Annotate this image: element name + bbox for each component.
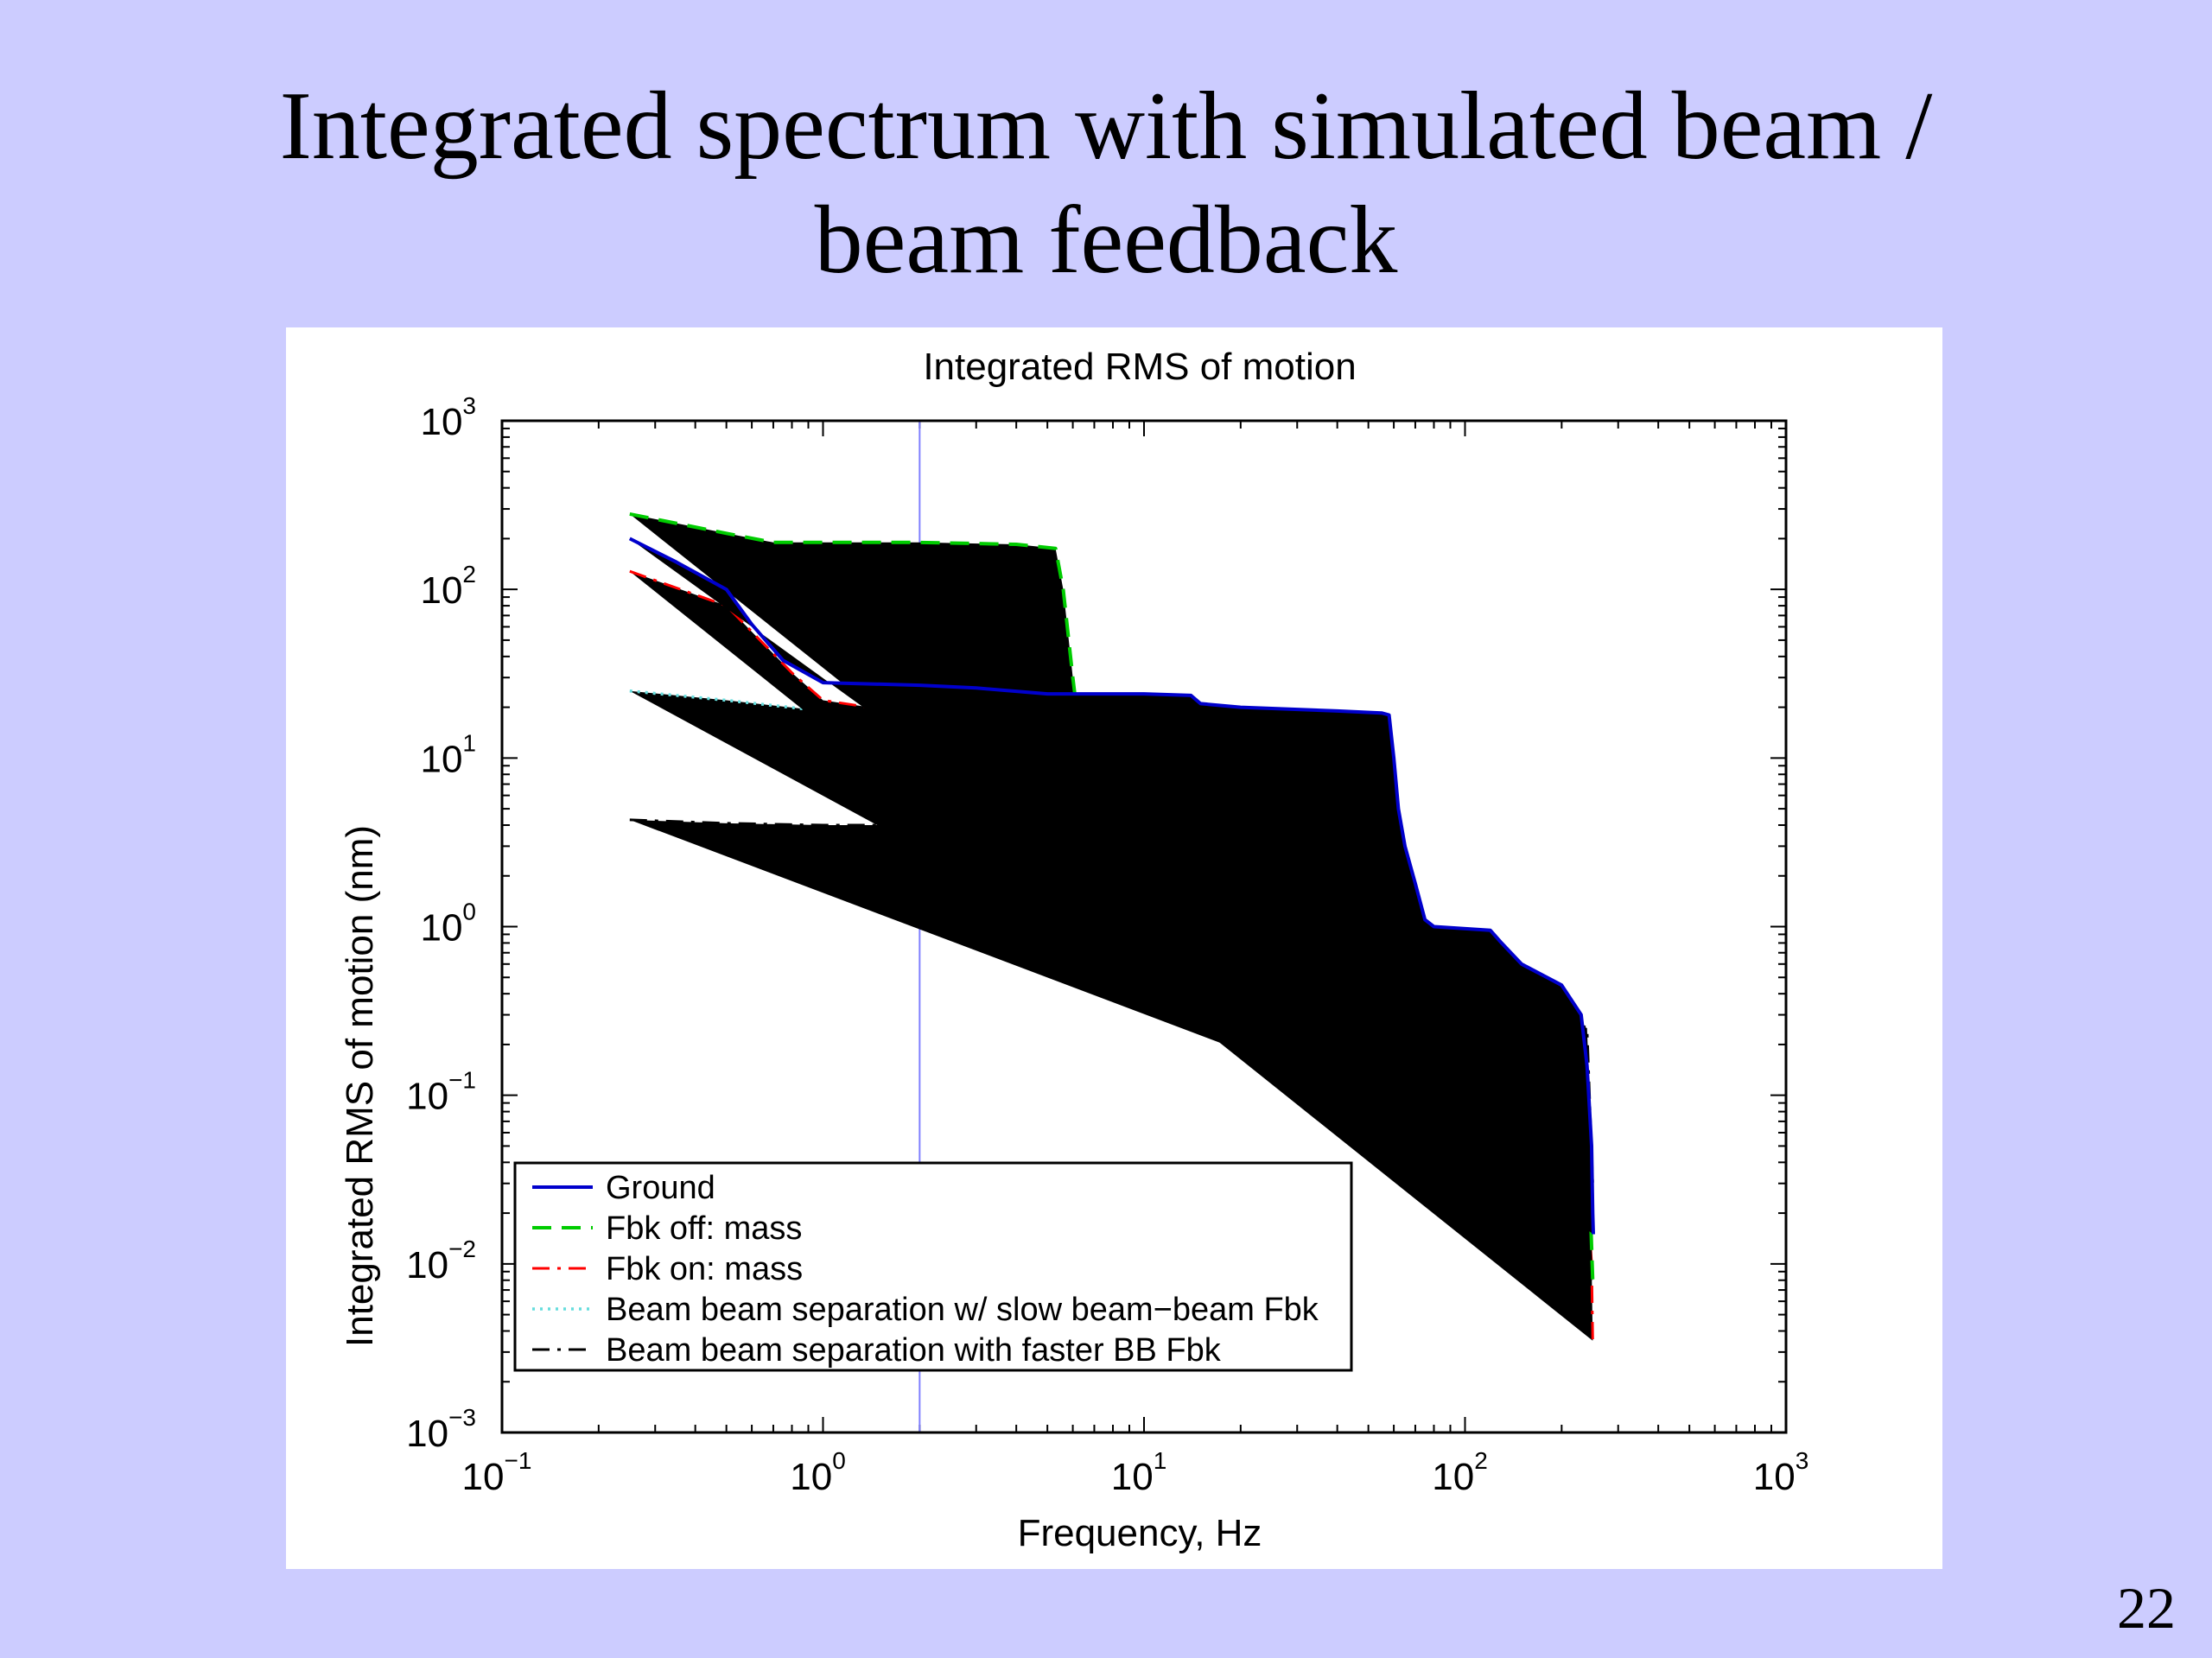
x-tick-label: 101 bbox=[1111, 1447, 1167, 1498]
legend-label-5: Beam beam separation with faster BB Fbk bbox=[606, 1332, 1222, 1369]
chart-panel: Integrated RMS of motion Frequency, Hz I… bbox=[286, 327, 1942, 1569]
legend-box bbox=[513, 1161, 1353, 1372]
x-tick-label-exponent: −1 bbox=[505, 1447, 532, 1474]
plot-frame bbox=[500, 419, 1788, 1434]
legend-label-2: Fbk off: mass bbox=[606, 1210, 802, 1247]
x-axis-label: Frequency, Hz bbox=[1018, 1512, 1262, 1554]
x-tick-label: 10−1 bbox=[462, 1447, 532, 1498]
y-tick-label: 103 bbox=[420, 392, 476, 443]
x-tick-label: 102 bbox=[1432, 1447, 1488, 1498]
y-tick-label-exponent: −1 bbox=[448, 1067, 476, 1094]
y-tick-label: 100 bbox=[420, 899, 476, 950]
x-tick-label-exponent: 2 bbox=[1474, 1447, 1488, 1474]
y-tick-label: 102 bbox=[420, 561, 476, 612]
x-tick-label-exponent: 0 bbox=[832, 1447, 846, 1474]
x-tick-label-exponent: 3 bbox=[1796, 1447, 1809, 1474]
slide-title-line-1: Integrated spectrum with simulated beam … bbox=[279, 73, 1933, 180]
legend-label-3: Fbk on: mass bbox=[606, 1251, 803, 1287]
page-number: 22 bbox=[2117, 1575, 2176, 1641]
legend-label-4: Beam beam separation w/ slow beam−beam F… bbox=[606, 1292, 1319, 1328]
y-axis-label: Integrated RMS of motion (nm) bbox=[339, 825, 381, 1347]
series-line-1 bbox=[628, 537, 1595, 1235]
slide-title-line-2: beam feedback bbox=[814, 187, 1398, 294]
x-tick-label: 103 bbox=[1753, 1447, 1809, 1498]
y-tick-label-exponent: −2 bbox=[448, 1236, 476, 1262]
chart-svg: Integrated RMS of motion Frequency, Hz I… bbox=[339, 346, 1809, 1554]
y-tick-label: 101 bbox=[420, 729, 476, 780]
y-tick-label-exponent: 3 bbox=[462, 392, 476, 419]
y-tick-label-exponent: 2 bbox=[462, 561, 476, 588]
y-tick-label: 10−3 bbox=[406, 1404, 476, 1455]
y-tick-label: 10−1 bbox=[406, 1067, 476, 1118]
x-tick-label-exponent: 1 bbox=[1154, 1447, 1167, 1474]
y-tick-label-exponent: −3 bbox=[448, 1404, 476, 1431]
y-tick-label-exponent: 0 bbox=[462, 899, 476, 925]
legend-label-1: Ground bbox=[606, 1170, 715, 1206]
y-tick-label: 10−2 bbox=[406, 1236, 476, 1286]
y-tick-label-exponent: 1 bbox=[462, 729, 476, 756]
x-tick-label: 100 bbox=[790, 1447, 846, 1498]
slide-title: Integrated spectrum with simulated beam … bbox=[0, 69, 2212, 297]
chart-title: Integrated RMS of motion bbox=[923, 346, 1356, 388]
